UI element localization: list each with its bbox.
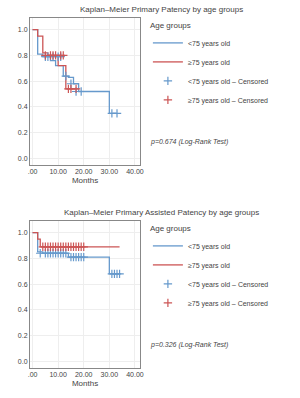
svg-text:0.2: 0.2	[18, 129, 28, 136]
svg-text:Kaplan–Meier Primary Assisted: Kaplan–Meier Primary Assisted Patency by…	[64, 208, 259, 217]
svg-text:Months: Months	[72, 379, 98, 388]
svg-text:Age groups: Age groups	[150, 21, 191, 30]
svg-text:1.0: 1.0	[18, 26, 28, 33]
svg-text:1.0: 1.0	[18, 229, 28, 236]
svg-text:20.00: 20.00	[75, 371, 93, 378]
svg-text:Months: Months	[72, 176, 98, 185]
svg-text:<75 years old – Censored: <75 years old – Censored	[188, 281, 268, 289]
svg-text:0.6: 0.6	[18, 281, 28, 288]
svg-text:≥75 years old – Censored: ≥75 years old – Censored	[188, 97, 268, 105]
svg-text:30.00: 30.00	[101, 371, 119, 378]
svg-text:≥75 years old – Censored: ≥75 years old – Censored	[188, 300, 268, 308]
svg-text:Age groups: Age groups	[150, 224, 191, 233]
svg-text:≥75 years old: ≥75 years old	[188, 262, 230, 270]
svg-text:40.00: 40.00	[126, 168, 144, 175]
svg-text:<75 years old – Censored: <75 years old – Censored	[188, 78, 268, 86]
svg-text:30.00: 30.00	[101, 168, 119, 175]
svg-text:10.00: 10.00	[49, 168, 67, 175]
svg-text:0.2: 0.2	[18, 332, 28, 339]
svg-text:0.0: 0.0	[18, 155, 28, 162]
svg-text:0.4: 0.4	[18, 103, 28, 110]
svg-text:.00: .00	[28, 168, 38, 175]
svg-text:0.8: 0.8	[18, 52, 28, 59]
svg-text:<75 years old: <75 years old	[188, 40, 230, 48]
svg-text:0.0: 0.0	[18, 358, 28, 365]
svg-text:20.00: 20.00	[75, 168, 93, 175]
svg-text:p=0.326 (Log-Rank Test): p=0.326 (Log-Rank Test)	[150, 341, 228, 349]
svg-text:<75 years old: <75 years old	[188, 243, 230, 251]
svg-text:p=0.674 (Log-Rank Test): p=0.674 (Log-Rank Test)	[150, 138, 228, 146]
svg-text:≥75 years old: ≥75 years old	[188, 59, 230, 67]
svg-text:10.00: 10.00	[49, 371, 67, 378]
svg-text:0.8: 0.8	[18, 255, 28, 262]
svg-text:0.6: 0.6	[18, 78, 28, 85]
svg-text:Kaplan–Meier Primary Patency b: Kaplan–Meier Primary Patency by age grou…	[80, 5, 243, 14]
svg-text:0.4: 0.4	[18, 306, 28, 313]
svg-text:.00: .00	[28, 371, 38, 378]
svg-text:40.00: 40.00	[126, 371, 144, 378]
